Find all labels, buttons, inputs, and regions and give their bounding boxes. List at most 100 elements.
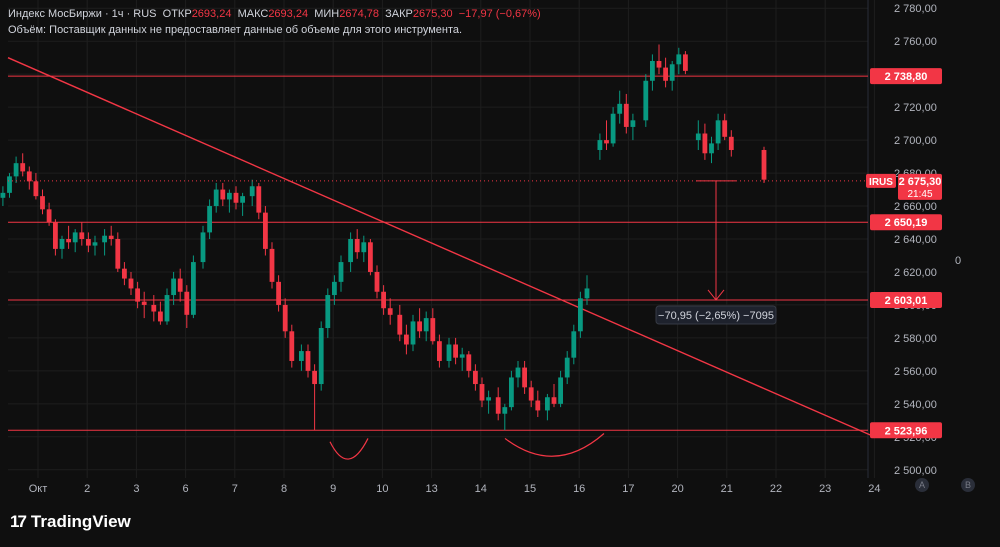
candle-body[interactable] xyxy=(597,140,603,150)
candle-body[interactable] xyxy=(453,344,458,358)
candle-body[interactable] xyxy=(66,239,71,243)
candle-body[interactable] xyxy=(0,192,6,198)
candle-body[interactable] xyxy=(374,271,380,292)
candle-body[interactable] xyxy=(233,192,239,203)
candle-body[interactable] xyxy=(459,354,465,358)
candle-body[interactable] xyxy=(299,351,304,361)
candle-body[interactable] xyxy=(722,120,728,137)
candle-body[interactable] xyxy=(381,291,386,309)
candle-body[interactable] xyxy=(220,189,226,200)
candle-body[interactable] xyxy=(610,113,616,144)
candle-body[interactable] xyxy=(473,370,478,385)
candle-body[interactable] xyxy=(115,239,121,269)
candle-body[interactable] xyxy=(141,301,147,305)
candle-body[interactable] xyxy=(630,120,636,127)
candle-body[interactable] xyxy=(128,278,134,289)
candle-body[interactable] xyxy=(207,206,212,233)
candle-body[interactable] xyxy=(79,232,85,239)
candle-body[interactable] xyxy=(59,239,65,249)
candle-body[interactable] xyxy=(348,239,353,263)
candle-body[interactable] xyxy=(643,80,649,121)
candle-body[interactable] xyxy=(263,212,268,249)
candle-body[interactable] xyxy=(397,314,403,335)
candle-body[interactable] xyxy=(92,242,98,246)
candle-body[interactable] xyxy=(571,331,577,358)
candle-body[interactable] xyxy=(20,163,26,172)
candle-body[interactable] xyxy=(715,120,721,144)
candle-body[interactable] xyxy=(623,103,629,127)
candle-body[interactable] xyxy=(177,278,183,292)
candle-body[interactable] xyxy=(430,318,436,342)
candle-body[interactable] xyxy=(728,136,734,150)
trendline[interactable] xyxy=(7,57,875,438)
candle-body[interactable] xyxy=(656,60,662,68)
candle-body[interactable] xyxy=(151,304,157,312)
candle-body[interactable] xyxy=(158,311,163,322)
candle-body[interactable] xyxy=(332,281,337,296)
candle-body[interactable] xyxy=(46,209,52,223)
candle-body[interactable] xyxy=(387,308,393,315)
candle-body[interactable] xyxy=(13,163,19,177)
candle-body[interactable] xyxy=(86,239,91,246)
candle-body[interactable] xyxy=(486,397,491,401)
candle-body[interactable] xyxy=(305,351,311,371)
candle-body[interactable] xyxy=(354,239,360,253)
candle-body[interactable] xyxy=(695,133,701,141)
candle-body[interactable] xyxy=(72,232,78,243)
candle-body[interactable] xyxy=(545,397,550,411)
candle-body[interactable] xyxy=(338,262,344,282)
candle-body[interactable] xyxy=(171,278,176,296)
candle-body[interactable] xyxy=(578,298,583,332)
tradingview-logo[interactable]: 17 TradingView xyxy=(10,512,131,532)
candle-body[interactable] xyxy=(404,334,409,345)
candle-body[interactable] xyxy=(325,295,331,329)
candle-body[interactable] xyxy=(584,288,590,299)
candle-body[interactable] xyxy=(200,232,206,263)
candle-body[interactable] xyxy=(479,384,485,401)
scale-button[interactable] xyxy=(915,478,929,492)
candle-body[interactable] xyxy=(446,344,452,361)
scale-button[interactable] xyxy=(961,478,975,492)
candle-body[interactable] xyxy=(276,281,281,305)
candle-body[interactable] xyxy=(312,370,317,385)
candle-body[interactable] xyxy=(122,268,127,279)
candle-body[interactable] xyxy=(53,222,58,249)
candle-body[interactable] xyxy=(702,133,708,154)
candle-body[interactable] xyxy=(289,331,295,361)
candle-body[interactable] xyxy=(604,140,609,144)
candle-body[interactable] xyxy=(515,367,521,378)
candle-body[interactable] xyxy=(528,387,534,401)
candle-body[interactable] xyxy=(558,377,563,404)
candle-body[interactable] xyxy=(466,354,472,371)
candle-body[interactable] xyxy=(617,103,623,114)
candle-body[interactable] xyxy=(102,235,107,243)
candle-body[interactable] xyxy=(318,328,324,385)
candle-body[interactable] xyxy=(164,295,170,322)
candle-body[interactable] xyxy=(282,304,288,332)
candle-body[interactable] xyxy=(417,321,422,332)
candle-body[interactable] xyxy=(191,262,196,315)
candle-body[interactable] xyxy=(227,192,232,200)
candle-body[interactable] xyxy=(522,367,527,388)
candle-body[interactable] xyxy=(437,341,442,361)
candle-body[interactable] xyxy=(249,186,255,197)
candle-body[interactable] xyxy=(7,176,12,193)
candle-body[interactable] xyxy=(535,400,541,411)
candle-body[interactable] xyxy=(184,291,190,315)
candle-body[interactable] xyxy=(26,171,32,182)
candle-body[interactable] xyxy=(761,149,767,180)
candle-body[interactable] xyxy=(551,397,557,404)
candle-body[interactable] xyxy=(663,67,668,81)
candle-body[interactable] xyxy=(213,189,219,207)
candle-body[interactable] xyxy=(361,242,367,253)
candle-body[interactable] xyxy=(676,54,682,65)
candle-body[interactable] xyxy=(256,186,262,213)
candle-body[interactable] xyxy=(509,377,514,408)
candle-body[interactable] xyxy=(709,143,714,154)
candle-body[interactable] xyxy=(240,196,245,203)
candle-body[interactable] xyxy=(495,397,501,414)
candle-body[interactable] xyxy=(269,248,275,282)
candle-body[interactable] xyxy=(502,407,508,414)
candlestick-chart[interactable]: 2 780,002 760,002 740,002 720,002 700,00… xyxy=(0,0,1000,500)
candle-body[interactable] xyxy=(40,196,45,210)
